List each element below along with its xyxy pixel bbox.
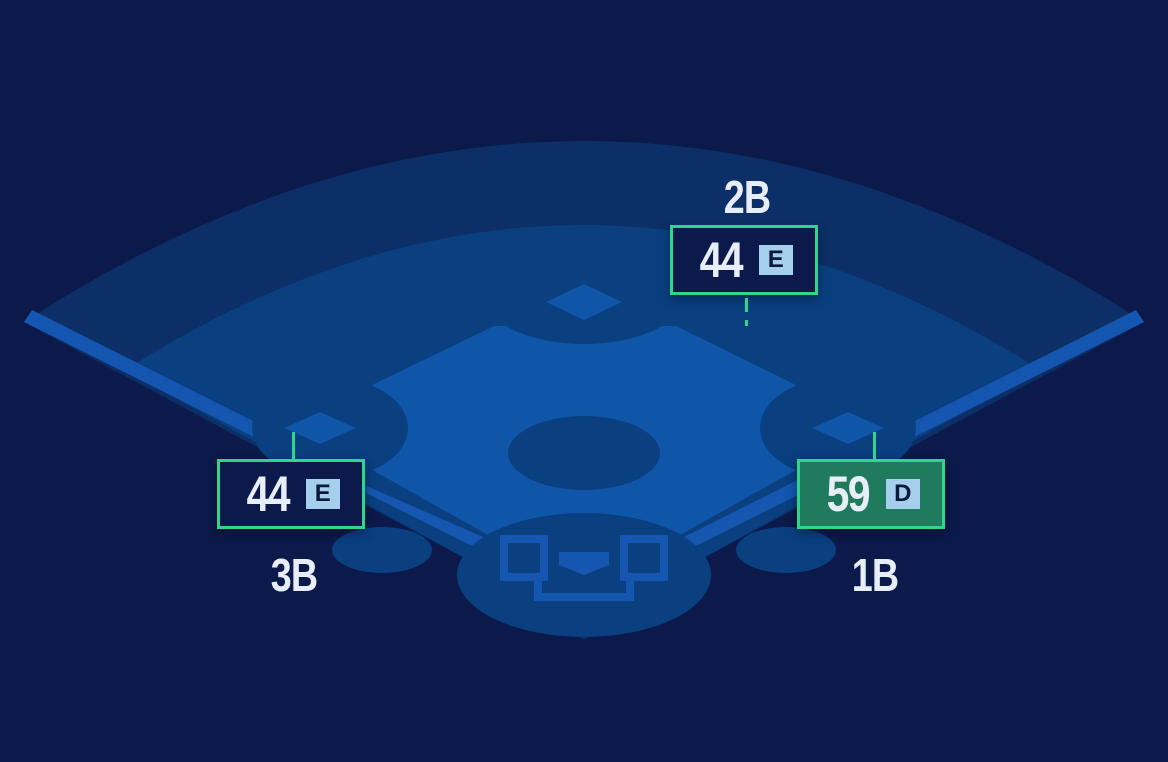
position-label-2b: 2B	[723, 171, 771, 223]
rating-value: 44	[246, 466, 291, 522]
connector-1b	[873, 432, 876, 459]
rating-box-2b[interactable]: 44 E	[670, 225, 818, 295]
infield-lower-left	[330, 470, 490, 540]
home-plate-icon	[559, 552, 609, 575]
grade-badge: E	[758, 245, 793, 275]
rating-box-3b[interactable]: 44 E	[217, 459, 365, 529]
grade-badge: E	[305, 479, 340, 509]
rating-box-1b[interactable]: 59 D	[797, 459, 945, 529]
first-base-icon	[812, 412, 884, 444]
position-label-3b: 3B	[270, 549, 318, 601]
pitcher-mound	[508, 416, 660, 490]
grade-badge: D	[885, 479, 920, 509]
connector-3b	[292, 432, 295, 459]
on-deck-circle-left	[332, 527, 432, 573]
on-deck-circle-right	[736, 527, 836, 573]
rating-value: 44	[699, 232, 744, 288]
position-label-1b: 1B	[851, 549, 899, 601]
connector-2b-dot	[745, 320, 748, 326]
second-base-icon	[546, 284, 622, 320]
batters-box-icon	[500, 535, 668, 601]
connector-2b	[745, 298, 748, 312]
rating-value: 59	[826, 466, 871, 522]
third-base-icon	[284, 412, 356, 444]
